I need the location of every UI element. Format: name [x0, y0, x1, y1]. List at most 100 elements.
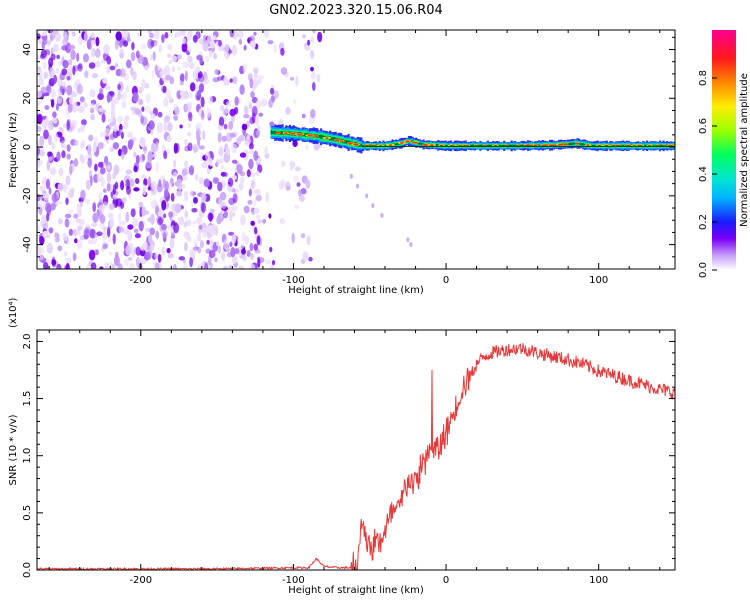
- heatmap-cell: [257, 74, 265, 80]
- heatmap-cell: [220, 104, 225, 112]
- heatmap-cell: [285, 107, 291, 115]
- trace-cell: [569, 142, 572, 146]
- heatmap-cell: [39, 235, 45, 246]
- heatmap-cell: [173, 263, 177, 269]
- heatmap-cell: [83, 101, 87, 107]
- heatmap-cell: [117, 115, 123, 124]
- heatmap-cell: [97, 92, 104, 101]
- heatmap-cell: [95, 249, 99, 256]
- heatmap-cell: [103, 128, 111, 137]
- heatmap-cell: [308, 256, 313, 262]
- heatmap-cell: [279, 218, 286, 225]
- heatmap-cell: [187, 122, 191, 129]
- heatmap-cell: [51, 193, 58, 203]
- heatmap-cell: [166, 135, 172, 143]
- heatmap-cell: [129, 243, 133, 252]
- heatmap-cell: [157, 210, 164, 217]
- heatmap-cell: [147, 217, 152, 222]
- heatmap-cell: [239, 84, 245, 95]
- heatmap-cell: [57, 182, 63, 192]
- heatmap-cell: [63, 101, 68, 107]
- heatmap-cell: [37, 55, 40, 61]
- heatmap-cell: [116, 130, 121, 137]
- heatmap-cell: [179, 73, 185, 83]
- heatmap-cell: [310, 49, 315, 59]
- heatmap-cell: [79, 96, 85, 103]
- heatmap-cell: [157, 111, 163, 118]
- heatmap-cell: [128, 256, 133, 261]
- y-tick-label: -20: [22, 188, 33, 204]
- heatmap-cell: [164, 32, 169, 39]
- heatmap-cell: [188, 112, 193, 122]
- heatmap-cell: [217, 181, 223, 192]
- heatmap-cell: [241, 248, 246, 255]
- heatmap-cell: [107, 164, 111, 170]
- heatmap-cell: [304, 45, 311, 51]
- heatmap-cell: [107, 226, 111, 238]
- heatmap-cell: [173, 115, 179, 121]
- heatmap-cell: [306, 235, 311, 246]
- heatmap-cell: [250, 252, 254, 260]
- heatmap-cell: [193, 238, 197, 247]
- heatmap-cell: [243, 114, 250, 119]
- heatmap-cell: [223, 123, 228, 130]
- heatmap-cell: [106, 66, 110, 74]
- trace-hotspot: [388, 144, 393, 146]
- heatmap-cell: [65, 197, 69, 205]
- heatmap-cell: [228, 211, 233, 222]
- heatmap-cell: [257, 258, 261, 268]
- heatmap-cell: [123, 258, 130, 267]
- trace-cell: [270, 130, 273, 135]
- heatmap-cell: [265, 259, 272, 265]
- heatmap-cell: [186, 131, 192, 137]
- heatmap-cell: [62, 232, 68, 242]
- heatmap-cell: [365, 193, 369, 199]
- heatmap-cell: [192, 220, 197, 225]
- heatmap-cell: [49, 167, 56, 176]
- heatmap-cell: [250, 172, 256, 178]
- heatmap-cell: [92, 173, 99, 184]
- heatmap-cell: [170, 192, 175, 202]
- colorbar: 0.0 0.2 0.4 0.6 0.8 Normalized spectral ampl…: [698, 30, 750, 278]
- trace-cell: [622, 144, 625, 147]
- heatmap-cell: [295, 76, 299, 87]
- heatmap-cell: [161, 34, 165, 43]
- heatmap-cell: [54, 30, 59, 35]
- heatmap-cell: [53, 74, 57, 84]
- heatmap-cell: [132, 92, 139, 102]
- heatmap-cell: [173, 32, 178, 39]
- heatmap-cell: [117, 84, 121, 90]
- heatmap-cell: [108, 203, 115, 210]
- heatmap-cell: [140, 43, 147, 50]
- colorbar-label: Normalized spectral amplitude: [739, 73, 750, 227]
- heatmap-cell: [172, 171, 178, 178]
- snr-series-line: [37, 342, 675, 570]
- heatmap-cell: [56, 54, 60, 60]
- heatmap-cell: [66, 120, 70, 131]
- heatmap-cell: [77, 225, 83, 231]
- heatmap-cell: [229, 30, 235, 38]
- heatmap-cell: [270, 87, 275, 95]
- heatmap-cell: [72, 228, 77, 237]
- trace-cell: [479, 144, 482, 147]
- heatmap-cell: [198, 177, 204, 185]
- trace-cell: [418, 142, 422, 145]
- heatmap-cell: [165, 89, 171, 98]
- heatmap-cell: [198, 224, 203, 230]
- heatmap-cell: [46, 212, 50, 222]
- heatmap-cell: [248, 188, 252, 197]
- heatmap-cell: [182, 259, 186, 264]
- trace-hotspot: [541, 144, 548, 147]
- heatmap-cell: [92, 202, 96, 213]
- heatmap-cell: [203, 178, 210, 188]
- heatmap-cell: [99, 88, 104, 94]
- heatmap-cell: [195, 84, 199, 89]
- heatmap-cell: [313, 142, 320, 151]
- heatmap-cell: [144, 251, 151, 261]
- heatmap-cell: [248, 158, 254, 170]
- heatmap-cell: [296, 182, 301, 187]
- heatmap-cell: [150, 244, 155, 251]
- heatmap-cell: [218, 158, 224, 164]
- heatmap-cell: [255, 194, 262, 202]
